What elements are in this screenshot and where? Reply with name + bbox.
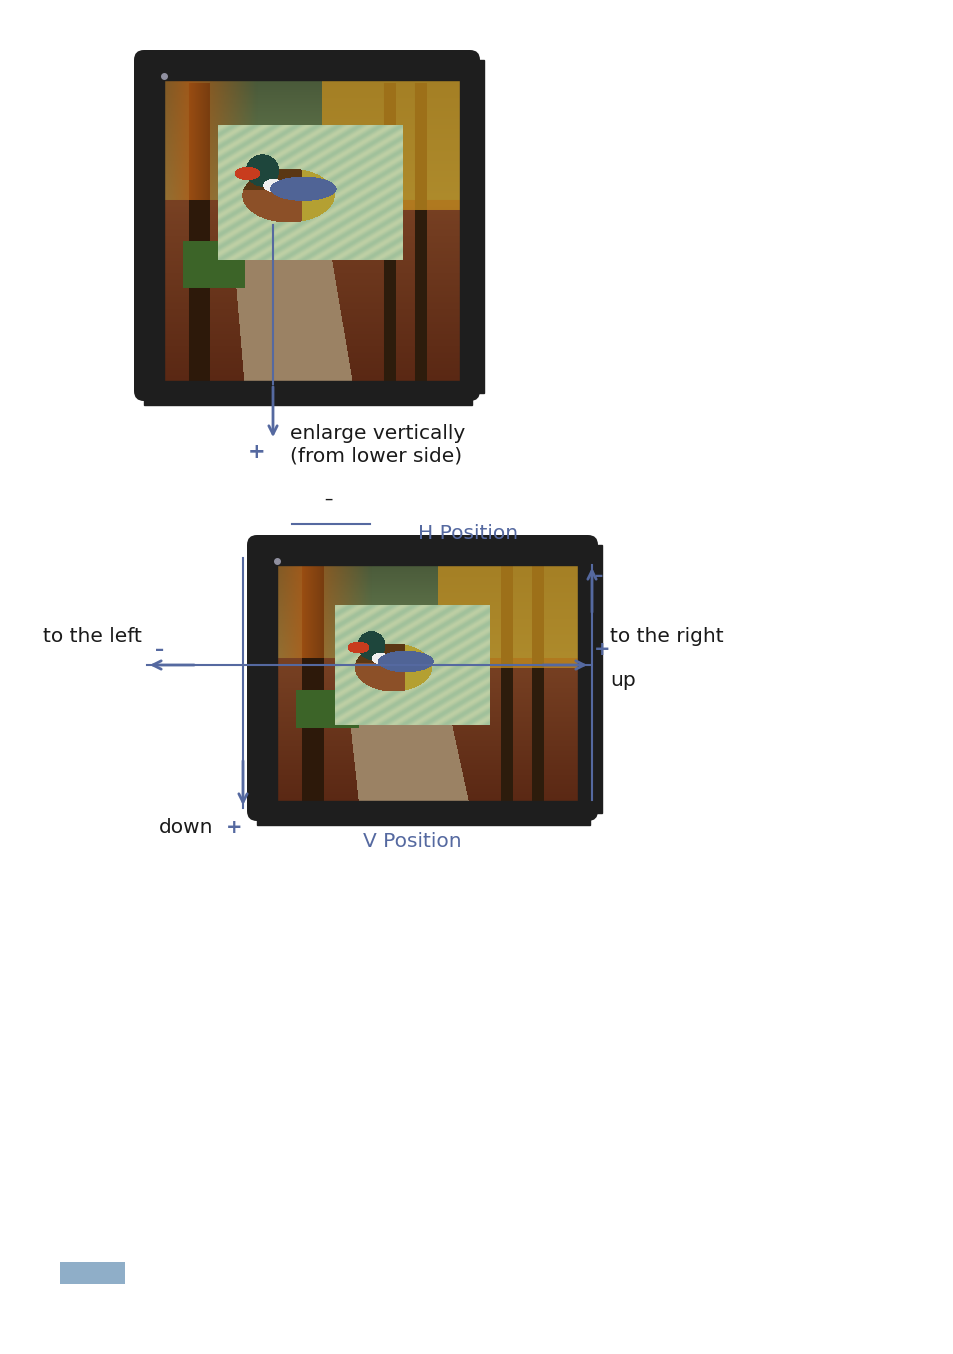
Text: +: + <box>226 818 242 837</box>
Text: (from lower side): (from lower side) <box>290 445 461 464</box>
Text: up: up <box>609 670 635 689</box>
Bar <box>254 546 276 812</box>
Text: +: + <box>248 441 266 462</box>
Text: H Position: H Position <box>417 524 517 543</box>
Text: to the left: to the left <box>43 627 142 646</box>
Text: enlarge vertically: enlarge vertically <box>290 424 465 443</box>
Bar <box>60 1262 125 1284</box>
Bar <box>459 60 483 393</box>
Bar <box>142 60 164 393</box>
FancyBboxPatch shape <box>247 535 598 821</box>
Bar <box>578 546 601 812</box>
Bar <box>144 380 472 405</box>
Text: down: down <box>158 818 213 837</box>
Bar <box>256 802 589 825</box>
Bar <box>256 543 589 565</box>
Text: +: + <box>594 640 610 659</box>
Bar <box>144 58 472 80</box>
Text: –: – <box>323 490 332 508</box>
Text: –: – <box>594 567 601 585</box>
Text: V Position: V Position <box>362 831 461 852</box>
Text: to the right: to the right <box>609 627 723 646</box>
Text: –: – <box>154 640 164 659</box>
FancyBboxPatch shape <box>133 50 479 401</box>
